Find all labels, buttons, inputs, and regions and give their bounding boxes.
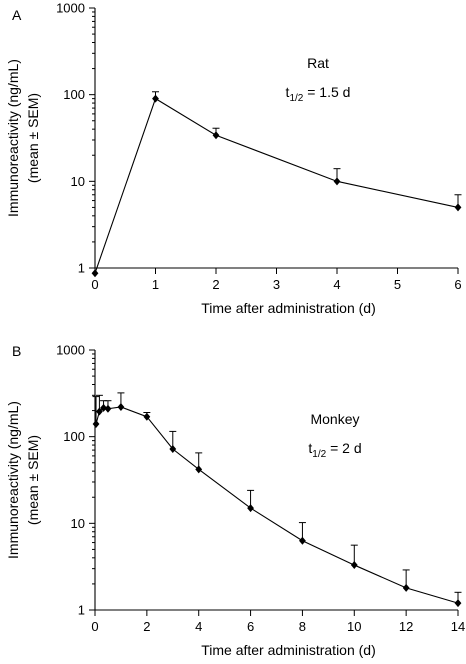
x-tick-label: 2 — [143, 619, 150, 634]
y-tick-label: 100 — [63, 87, 85, 102]
y-tick-label: 100 — [63, 429, 85, 444]
x-tick-label: 5 — [394, 277, 401, 292]
halflife-subscript: 1/2 — [312, 449, 326, 460]
data-point — [100, 403, 107, 412]
x-tick-label: 0 — [91, 277, 98, 292]
x-tick-label: 12 — [399, 619, 413, 634]
x-tick-label: 8 — [299, 619, 306, 634]
halflife-label: t1/2 = 2 d — [308, 440, 361, 460]
x-tick-label: 10 — [347, 619, 361, 634]
y-tick-label: 1 — [78, 603, 85, 618]
panel-label: A — [12, 7, 22, 23]
data-point — [152, 94, 159, 103]
data-point — [92, 420, 100, 429]
halflife-value: = 1.5 d — [303, 84, 350, 100]
y-axis-title-line: (mean ± SEM) — [25, 435, 41, 525]
x-tick-label: 1 — [152, 277, 159, 292]
y-axis-title-line: (mean ± SEM) — [25, 93, 41, 183]
data-point — [96, 407, 103, 416]
x-tick-label: 14 — [451, 619, 465, 634]
data-point — [117, 402, 125, 411]
y-tick-label: 1000 — [56, 1, 85, 16]
y-tick-label: 1000 — [56, 343, 85, 358]
data-point — [454, 203, 462, 212]
y-axis-title-line: Immunoreactivity (ng/mL) — [5, 401, 21, 559]
y-tick-label: 10 — [71, 516, 85, 531]
x-tick-label: 6 — [454, 277, 461, 292]
halflife-subscript: 1/2 — [289, 93, 303, 104]
data-point — [143, 412, 151, 421]
x-axis-title: Time after administration (d) — [201, 642, 376, 658]
data-point — [350, 561, 358, 570]
data-point — [195, 465, 203, 474]
x-tick-label: 2 — [212, 277, 219, 292]
halflife-t: t — [286, 84, 290, 100]
x-tick-label: 4 — [333, 277, 340, 292]
data-point — [169, 445, 177, 454]
panel-label: B — [12, 343, 21, 359]
series-line — [94, 97, 459, 274]
halflife-t: t — [308, 440, 312, 456]
data-point — [299, 536, 306, 545]
x-tick-label: 4 — [195, 619, 202, 634]
x-tick-label: 6 — [247, 619, 254, 634]
data-point — [454, 599, 462, 608]
data-point — [212, 131, 220, 140]
x-tick-label: 3 — [273, 277, 280, 292]
data-point — [402, 583, 410, 592]
data-point — [333, 177, 341, 186]
data-point — [247, 504, 254, 513]
halflife-label: t1/2 = 1.5 d — [286, 84, 351, 104]
x-tick-label: 0 — [91, 619, 98, 634]
x-axis-title: Time after administration (d) — [201, 300, 376, 316]
chart-panel-b: B 1 10 100 1000 0 2 4 6 8 10 12 14 Time after adminis… — [5, 343, 465, 659]
species-label: Rat — [307, 55, 329, 71]
species-label: Monkey — [310, 411, 359, 427]
series-line — [95, 406, 459, 604]
halflife-value: = 2 d — [326, 440, 361, 456]
data-point — [104, 404, 112, 413]
data-point — [91, 269, 99, 278]
y-tick-label: 10 — [71, 174, 85, 189]
y-tick-label: 1 — [78, 261, 85, 276]
y-axis-title-line: Immunoreactivity (ng/mL) — [5, 59, 21, 217]
